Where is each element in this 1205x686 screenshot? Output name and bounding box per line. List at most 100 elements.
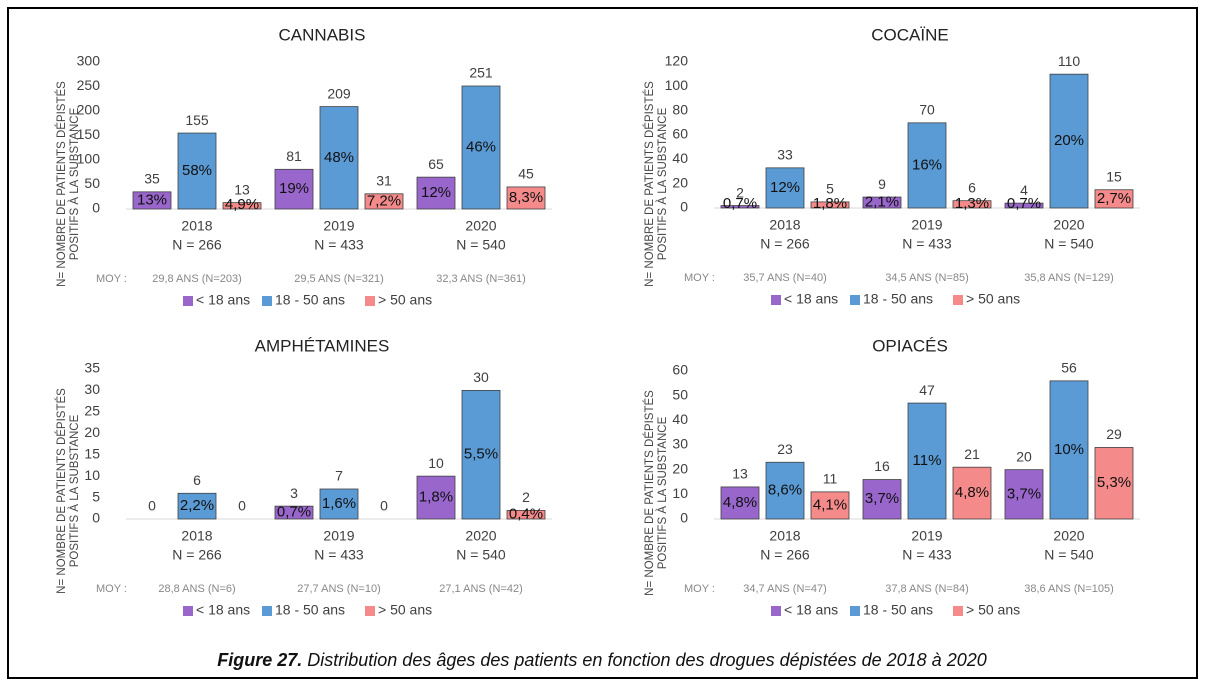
legend-label: 18 - 50 ans: [275, 292, 345, 308]
bar: [274, 168, 314, 210]
average-label: MOY :: [684, 583, 715, 595]
bar: [1049, 380, 1089, 520]
value-label: 2: [736, 184, 744, 200]
value-label: 30: [473, 369, 489, 385]
share-label: 2,2%: [180, 497, 214, 514]
category-count: N = 540: [1044, 547, 1094, 563]
y-axis-label: N= NOMBRE DE PATIENTS DÉPISTÉS: [643, 81, 656, 287]
bar: [810, 491, 850, 520]
y-tick-label: 10: [84, 467, 100, 483]
legend-swatch: [953, 295, 963, 305]
legend-label: 18 - 50 ans: [275, 602, 345, 618]
share-label: 4,8%: [723, 494, 757, 511]
value-label: 20: [1016, 448, 1032, 464]
value-label: 56: [1061, 360, 1077, 376]
legend-label: 18 - 50 ans: [863, 602, 933, 618]
value-label: 13: [234, 181, 250, 197]
category-count: N = 266: [760, 236, 810, 252]
value-label: 0: [380, 498, 388, 514]
share-label: 1,6%: [322, 495, 356, 512]
y-axis-label: POSITIFS À LA SUBSTANCE: [656, 107, 669, 260]
legend-swatch: [183, 296, 193, 306]
share-label: 4,9%: [225, 196, 259, 213]
value-label: 5: [826, 181, 834, 197]
category-count: N = 266: [172, 547, 222, 563]
bar: [132, 191, 172, 210]
legend-swatch: [183, 606, 193, 616]
category-count: N = 433: [314, 547, 364, 563]
x-tick-label: 2018: [181, 528, 212, 544]
average-label: MOY :: [96, 583, 127, 595]
bar: [862, 479, 902, 520]
value-label: 16: [874, 458, 890, 474]
value-label: 7: [335, 468, 343, 484]
share-label: 12%: [421, 184, 451, 201]
value-label: 35: [144, 171, 160, 187]
y-tick-label: 100: [77, 151, 101, 167]
x-tick-label: 2018: [181, 218, 212, 234]
y-tick-label: 0: [92, 200, 100, 216]
share-label: 16%: [912, 156, 942, 173]
value-label: 13: [732, 466, 748, 482]
share-label: 19%: [279, 180, 309, 197]
value-label: 251: [469, 65, 493, 81]
share-label: 0,7%: [723, 195, 757, 212]
value-label: 33: [777, 147, 793, 163]
value-label: 10: [428, 455, 444, 471]
average: 28,8 ANS (N=6): [158, 583, 235, 595]
value-label: 21: [964, 446, 980, 462]
bar: [461, 85, 501, 210]
value-label: 110: [1058, 53, 1081, 69]
legend-label: < 18 ans: [196, 602, 250, 618]
y-tick-label: 40: [672, 150, 688, 166]
bar: [720, 205, 760, 209]
bar: [765, 167, 805, 209]
y-tick-label: 120: [665, 53, 689, 69]
bar: [506, 186, 546, 210]
value-label: 0: [148, 498, 156, 514]
y-tick-label: 0: [680, 510, 688, 526]
bar: [416, 475, 456, 520]
y-axis-label: N= NOMBRE DE PATIENTS DÉPISTÉS: [55, 388, 68, 594]
legend-swatch: [365, 296, 375, 306]
value-label: 81: [286, 148, 302, 164]
value-label: 0: [238, 498, 246, 514]
category-count: N = 266: [172, 237, 222, 253]
x-tick-label: 2020: [1053, 217, 1084, 233]
average: 37,8 ANS (N=84): [885, 583, 968, 595]
share-label: 10%: [1054, 441, 1084, 458]
legend-label: > 50 ans: [966, 602, 1020, 618]
bar: [1004, 202, 1044, 209]
bar: [952, 200, 992, 209]
average: 34,5 ANS (N=85): [885, 272, 968, 284]
caption-text: Distribution des âges des patients en fo…: [302, 650, 986, 670]
y-tick-label: 20: [84, 424, 100, 440]
share-label: 1,3%: [955, 195, 989, 212]
x-tick-label: 2020: [1053, 528, 1084, 544]
x-tick-label: 2019: [323, 218, 354, 234]
value-label: 4: [1020, 182, 1028, 198]
bar: [907, 402, 947, 520]
y-tick-label: 50: [84, 175, 100, 191]
average-label: MOY :: [96, 273, 127, 285]
legend-label: < 18 ans: [784, 291, 838, 307]
bar: [416, 176, 456, 210]
share-label: 5,3%: [1097, 474, 1131, 491]
y-tick-label: 20: [672, 460, 688, 476]
bar: [319, 488, 359, 520]
value-label: 23: [777, 441, 793, 457]
x-tick-label: 2018: [769, 528, 800, 544]
share-label: 2,1%: [865, 193, 899, 210]
y-tick-label: 0: [680, 199, 688, 215]
share-label: 0,7%: [1007, 195, 1041, 212]
y-tick-label: 300: [77, 53, 101, 69]
y-tick-label: 15: [84, 445, 100, 461]
bar: [1004, 469, 1044, 520]
y-tick-label: 30: [84, 381, 100, 397]
share-label: 3,7%: [1007, 485, 1041, 502]
share-label: 4,8%: [955, 484, 989, 501]
bar: [907, 122, 947, 209]
y-tick-label: 80: [672, 101, 688, 117]
share-label: 46%: [466, 138, 496, 155]
